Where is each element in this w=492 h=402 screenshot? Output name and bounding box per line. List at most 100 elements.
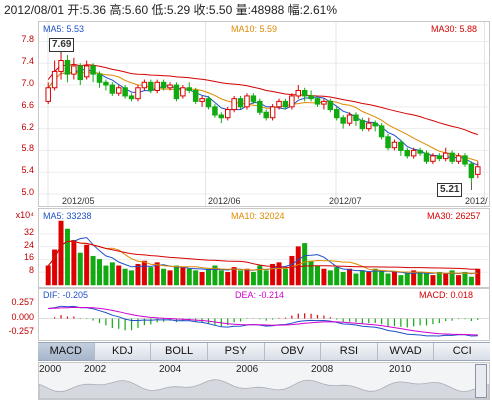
volume-bar [411,270,417,286]
volume-bar [52,249,58,286]
volume-bar [135,263,141,286]
ohlc-info-bar: 2012/08/01 开:5.36 高:5.60 低:5.29 收:5.50 量… [0,0,492,20]
candle-body [148,81,154,91]
volume-bar [141,260,147,286]
candle-body [109,84,116,94]
price-date-tick: 2012/07 [329,196,362,206]
price-panel[interactable]: MA5: 5.53 MA10: 5.59 MA30: 5.88 7.69 5.2… [38,21,490,207]
candle-body [212,106,218,116]
volume-y-tick: 24 [23,239,34,250]
volume-bar [379,270,385,286]
macd-panel[interactable]: DIF: -0.205 DEA: -0.214 MACD: 0.018 [38,288,490,341]
candle-body [346,114,353,124]
candle-body [231,98,237,111]
candle-body [398,141,404,151]
volume-bar [436,271,442,286]
tab-boll[interactable]: BOLL [151,343,208,360]
volume-bar [456,275,462,286]
vol-ma10-line [47,240,478,274]
candle-body [327,100,334,111]
volume-bar [270,263,276,286]
vol-ma10-legend: MA10: 32024 [231,211,285,221]
candle-body [449,152,455,162]
info-date: 2012/08/01 [4,3,65,17]
price-y-tick: 5.0 [21,187,34,197]
tab-wvad[interactable]: WVAD [377,343,435,360]
candle-body [423,152,430,162]
info-close-label: 收: [193,3,209,17]
price-ma30-legend: MA30: 5.88 [431,24,478,34]
candle-body [385,136,391,149]
tab-macd[interactable]: MACD [38,343,95,360]
volume-bar [199,271,205,286]
candle-body [436,155,443,160]
volume-bar [366,271,372,286]
volume-bar [212,265,218,286]
volume-bar [116,265,122,286]
volume-y-tick: 8 [28,265,34,276]
volume-bar [385,273,391,286]
period-high-marker: 7.69 [49,38,75,52]
price-date-tick: 2012/06 [208,196,241,206]
candle-body [276,100,282,108]
candle-body [366,122,372,130]
volume-bar [302,243,308,286]
candle-body [308,95,314,100]
volume-bar [449,270,455,286]
candle-body [333,109,340,119]
volume-bar [45,265,51,286]
vol-ma30-legend: MA30: 26257 [427,211,481,221]
candle-body [295,89,302,97]
tab-obv[interactable]: OBV [264,343,322,360]
volume-bar [154,262,160,286]
candle-body [250,95,257,102]
candle-body [372,122,378,127]
macd-y-tick: -0.257 [8,325,34,336]
info-high-label: 高: [109,3,125,17]
history-overview[interactable]: 2000 2002 2004 2006 2008 2010 [38,362,490,400]
info-open: 5.36 [82,3,107,17]
candle-body [340,117,346,124]
candle-body [103,81,109,86]
candle-body [410,149,417,157]
volume-bar [462,271,468,286]
price-y-tick: 6.2 [21,121,34,132]
volume-bar [276,262,282,286]
volume-bar [167,270,173,286]
candle-body [321,100,327,105]
candle-body [462,155,468,165]
price-ma10-legend: MA10: 5.59 [231,24,278,34]
candle-body [115,87,122,94]
tab-rsi[interactable]: RSI [321,343,378,360]
volume-panel[interactable]: MA5: 33238 MA10: 32024 MA30: 26257 [38,208,490,288]
candle-body [314,98,321,105]
price-ma30-line [47,63,478,136]
price-y-tick: 7.0 [21,78,34,89]
info-high: 5.60 [124,3,149,17]
volume-y-tick: 16 [23,252,34,263]
volume-bar [122,268,128,286]
info-change: 2.61% [303,3,338,17]
macd-value-legend: MACD: 0.018 [419,290,474,300]
candle-body [173,84,180,100]
volume-bar [129,270,135,286]
candle-body [167,84,173,89]
candle-body [218,114,225,119]
macd-y-tick: 0.257 [11,297,34,308]
macd-dea-line [48,306,478,336]
candlestick-chart [39,22,489,206]
volume-bar [109,262,115,286]
tab-cci[interactable]: CCI [434,343,490,360]
volume-bar [334,267,340,286]
candle-body [301,89,308,97]
tab-kdj[interactable]: KDJ [94,343,152,360]
volume-bar [443,273,449,286]
volume-bar [404,273,410,286]
tab-psy[interactable]: PSY [207,343,265,360]
period-low-marker: 5.21 [437,183,463,197]
volume-bar [244,268,250,286]
overview-scroll-handle[interactable] [475,364,487,398]
info-volume: 48988 [250,3,285,17]
candle-body [64,60,71,75]
